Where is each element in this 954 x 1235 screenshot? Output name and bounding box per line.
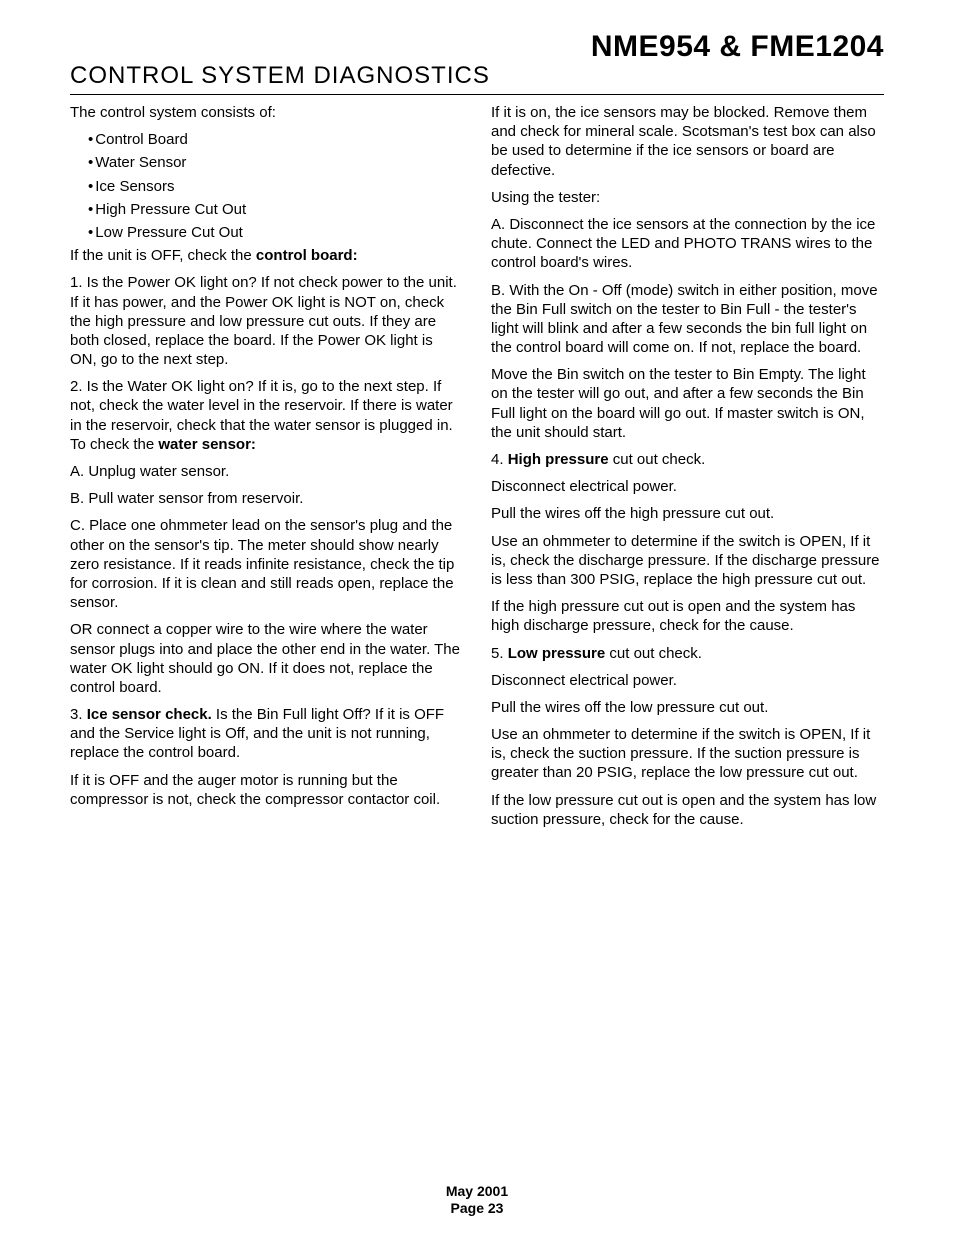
step-2a: A. Unplug water sensor. (70, 462, 463, 481)
list-item: Ice Sensors (88, 177, 463, 196)
step-4d: If the high pressure cut out is open and… (491, 597, 884, 635)
tester-a: A. Disconnect the ice sensors at the con… (491, 215, 884, 273)
step-2-or: OR connect a copper wire to the wire whe… (70, 620, 463, 697)
step-2: 2. Is the Water OK light on? If it is, g… (70, 377, 463, 454)
component-list: Control Board Water Sensor Ice Sensors H… (88, 130, 463, 242)
footer-date: May 2001 (0, 1183, 954, 1200)
step-4a: Disconnect electrical power. (491, 477, 884, 496)
step-1: 1. Is the Power OK light on? If not chec… (70, 273, 463, 369)
step-4b: Pull the wires off the high pressure cut… (491, 504, 884, 523)
tester-b: B. With the On - Off (mode) switch in ei… (491, 281, 884, 358)
step-4c: Use an ohmmeter to determine if the swit… (491, 532, 884, 590)
step-4: 4. High pressure cut out check. (491, 450, 884, 469)
list-item: Low Pressure Cut Out (88, 223, 463, 242)
page: NME954 & FME1204 CONTROL SYSTEM DIAGNOST… (0, 0, 954, 1235)
intro-line: The control system consists of: (70, 103, 463, 122)
list-item: High Pressure Cut Out (88, 200, 463, 219)
title-rule (70, 94, 884, 95)
list-item: Control Board (88, 130, 463, 149)
document-title: NME954 & FME1204 (70, 30, 884, 64)
step-3: 3. Ice sensor check. Is the Bin Full lig… (70, 705, 463, 763)
step-5c: Use an ohmmeter to determine if the swit… (491, 725, 884, 783)
step-5a: Disconnect electrical power. (491, 671, 884, 690)
list-item: Water Sensor (88, 153, 463, 172)
step-5b: Pull the wires off the low pressure cut … (491, 698, 884, 717)
off-check: If the unit is OFF, check the control bo… (70, 246, 463, 265)
step-2b: B. Pull water sensor from reservoir. (70, 489, 463, 508)
body-columns: The control system consists of: Control … (70, 103, 884, 829)
using-tester: Using the tester: (491, 188, 884, 207)
footer-page: Page 23 (0, 1200, 954, 1217)
tester-move: Move the Bin switch on the tester to Bin… (491, 365, 884, 442)
step-5: 5. Low pressure cut out check. (491, 644, 884, 663)
step-2c: C. Place one ohmmeter lead on the sensor… (70, 516, 463, 612)
section-title: CONTROL SYSTEM DIAGNOSTICS (70, 62, 884, 90)
step-3b: If it is OFF and the auger motor is runn… (70, 771, 463, 809)
step-5d: If the low pressure cut out is open and … (491, 791, 884, 829)
step-3c: If it is on, the ice sensors may be bloc… (491, 103, 884, 180)
page-footer: May 2001 Page 23 (0, 1183, 954, 1217)
